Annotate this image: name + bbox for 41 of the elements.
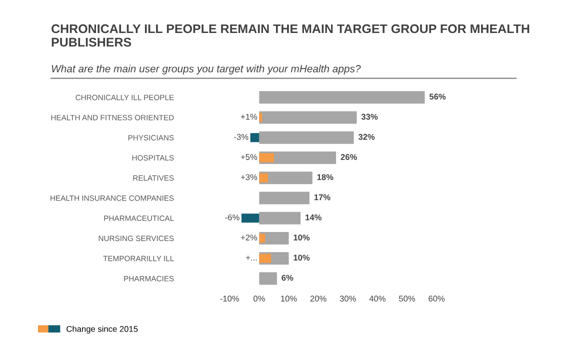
bar (259, 91, 425, 104)
x-tick-label: -10% (220, 296, 240, 302)
x-tick-label: 60% (428, 296, 445, 302)
data-label: 33% (361, 114, 378, 120)
bar (259, 272, 277, 285)
bar (259, 173, 268, 182)
bar (259, 111, 357, 124)
data-label: 56% (429, 94, 446, 100)
data-label: 18% (317, 174, 334, 180)
data-label: +1% (240, 114, 258, 120)
data-label: 10% (294, 254, 310, 261)
x-tick-label: 50% (399, 296, 416, 302)
x-tick-label: 10% (281, 296, 297, 302)
bar (259, 234, 266, 243)
bar (259, 254, 272, 263)
data-label: +... (246, 256, 257, 261)
bar (259, 212, 301, 224)
x-tick-label: 30% (340, 296, 356, 302)
bar (259, 131, 354, 144)
legend-label: Change since 2015 (66, 326, 138, 334)
x-tick-label: 0% (254, 296, 265, 302)
data-label: +3% (240, 174, 258, 180)
data-label: 14% (306, 214, 322, 220)
x-tick-label: 20% (310, 296, 326, 302)
data-label: 10% (294, 234, 310, 240)
data-label: 17% (314, 194, 330, 200)
data-label: 26% (340, 154, 357, 160)
x-tick-label: 40% (369, 296, 386, 302)
data-label: +2% (240, 234, 258, 240)
chart-subtitle: What are the main user groups you target with your mHealth apps? (52, 64, 361, 74)
chart-title: CHRONICALLY ILL PEOPLE REMAIN THE MAIN TARGET GROUP FOR MHEALTH PUBLISHERS (52, 24, 530, 47)
bar (241, 214, 260, 223)
bar (259, 112, 262, 122)
data-label: -6% (225, 214, 240, 220)
bar (259, 192, 310, 204)
bar (250, 133, 260, 142)
bar (259, 153, 274, 162)
data-label: 6% (282, 274, 294, 281)
data-label: +5% (240, 154, 258, 160)
data-label: 32% (358, 134, 375, 140)
data-label: -3% (234, 134, 248, 140)
